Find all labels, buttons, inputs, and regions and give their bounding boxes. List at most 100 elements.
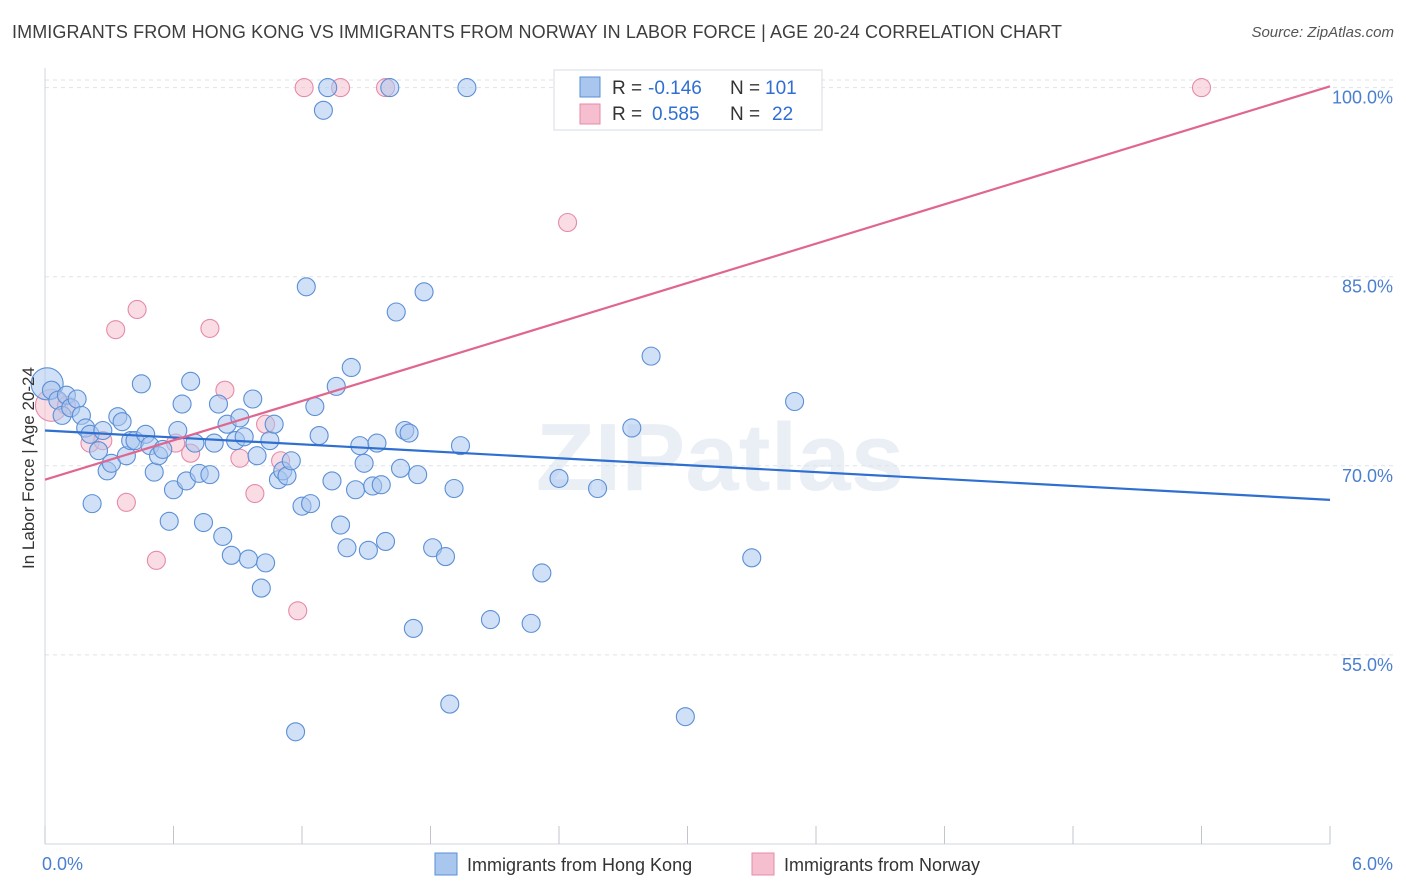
legend-swatch-hong-kong xyxy=(579,76,601,98)
hong-kong-point xyxy=(785,391,805,412)
norway-point xyxy=(288,601,308,621)
hong-kong-point xyxy=(251,578,271,598)
legend-n-value-1: 101 xyxy=(765,78,797,99)
hong-kong-point xyxy=(305,397,325,417)
hong-kong-point xyxy=(358,540,378,560)
legend-r-label-1: R = xyxy=(612,78,642,99)
hong-kong-point xyxy=(181,371,201,391)
hong-kong-point xyxy=(380,78,400,98)
y-tick-label: 85.0% xyxy=(1342,277,1393,297)
norway-point xyxy=(200,318,220,338)
hong-kong-point xyxy=(457,78,477,98)
hong-kong-point xyxy=(480,610,501,630)
y-tick-label: 100.0% xyxy=(1332,88,1393,108)
hong-kong-point xyxy=(450,436,471,456)
norway-trend-line xyxy=(44,85,1331,481)
hong-kong-point xyxy=(341,357,361,378)
norway-point xyxy=(558,212,578,233)
norway-point xyxy=(116,492,136,512)
hong-kong-point xyxy=(260,431,280,451)
axes xyxy=(44,68,1331,845)
x-tick-label: 6.0% xyxy=(1352,854,1393,874)
hong-kong-point xyxy=(350,436,370,456)
hong-kong-point xyxy=(200,465,220,485)
hong-kong-point xyxy=(208,394,229,414)
hong-kong-point xyxy=(93,420,113,441)
hong-kong-point xyxy=(337,538,357,558)
hong-kong-point xyxy=(322,471,342,491)
hong-kong-point xyxy=(286,722,306,742)
hong-kong-point xyxy=(313,100,333,120)
chart-title: IMMIGRANTS FROM HONG KONG VS IMMIGRANTS … xyxy=(12,22,1063,42)
data-points xyxy=(30,78,1212,742)
hong-kong-point xyxy=(742,548,762,568)
hong-kong-point xyxy=(375,531,396,551)
hong-kong-point xyxy=(549,468,569,488)
bottom-legend-label-hong-kong: Immigrants from Hong Kong xyxy=(467,855,692,875)
bottom-legend-swatch-norway xyxy=(751,852,775,876)
hong-kong-point xyxy=(193,512,214,533)
norway-point xyxy=(1191,78,1212,98)
legend-n-value-2: 22 xyxy=(772,104,793,125)
hong-kong-point xyxy=(256,553,276,573)
hong-kong-point xyxy=(144,462,164,482)
norway-point xyxy=(127,299,147,320)
x-tick-labels: 0.0% 6.0% xyxy=(42,854,1393,874)
hong-kong-point xyxy=(281,451,301,471)
y-axis-title: In Labor Force | Age 20-24 xyxy=(19,367,38,569)
hong-kong-trend-line xyxy=(44,429,1331,501)
hong-kong-point xyxy=(67,389,87,409)
legend-r-value-1: -0.146 xyxy=(648,78,702,99)
hong-kong-point xyxy=(82,494,102,514)
hong-kong-point xyxy=(301,494,321,514)
legend-r-label-2: R = xyxy=(612,104,642,125)
hong-kong-point xyxy=(159,511,179,531)
hong-kong-point xyxy=(131,374,151,394)
x-tick-label: 0.0% xyxy=(42,854,83,874)
source-label: Source: ZipAtlas.com xyxy=(1251,24,1394,41)
hong-kong-point xyxy=(386,302,406,322)
hong-kong-point xyxy=(532,563,552,583)
bottom-legend-swatch-hong-kong xyxy=(434,852,458,876)
norway-point xyxy=(230,448,250,468)
hong-kong-point xyxy=(234,427,254,447)
hong-kong-point xyxy=(296,277,316,297)
hong-kong-point xyxy=(204,433,224,453)
hong-kong-point xyxy=(247,446,267,466)
hong-kong-point xyxy=(444,478,464,499)
legend-r-value-2: 0.585 xyxy=(652,104,700,125)
hong-kong-point xyxy=(172,394,192,414)
hong-kong-point xyxy=(238,549,259,569)
norway-point xyxy=(245,483,265,504)
hong-kong-point xyxy=(213,526,233,546)
hong-kong-point xyxy=(521,613,541,633)
hong-kong-point xyxy=(371,475,391,495)
y-tick-label: 55.0% xyxy=(1342,655,1393,675)
legend-swatch-norway xyxy=(579,103,601,125)
hong-kong-point xyxy=(354,453,374,473)
hong-kong-point xyxy=(408,465,428,485)
hong-kong-point xyxy=(318,78,338,98)
hong-kong-point xyxy=(675,707,695,727)
hong-kong-point xyxy=(435,547,456,567)
hong-kong-point xyxy=(622,418,642,438)
hong-kong-point xyxy=(112,412,132,432)
bottom-legend: Immigrants from Hong Kong Immigrants fro… xyxy=(434,852,980,876)
grid-lines xyxy=(45,79,1395,656)
hong-kong-point xyxy=(264,414,284,434)
hong-kong-point xyxy=(330,515,351,535)
hong-kong-point xyxy=(345,480,366,500)
top-legend: R = -0.146 N = 101 R = 0.585 N = 22 xyxy=(553,69,823,131)
legend-n-label-2: N = xyxy=(730,104,760,125)
norway-point xyxy=(106,320,126,340)
y-tick-label: 70.0% xyxy=(1342,466,1393,486)
norway-point xyxy=(146,550,166,570)
hong-kong-point xyxy=(221,545,241,565)
norway-point xyxy=(294,78,314,98)
hong-kong-point xyxy=(440,694,460,714)
hong-kong-point xyxy=(403,618,423,638)
trend-lines xyxy=(44,85,1331,501)
hong-kong-point xyxy=(309,425,329,446)
hong-kong-point xyxy=(641,346,661,366)
